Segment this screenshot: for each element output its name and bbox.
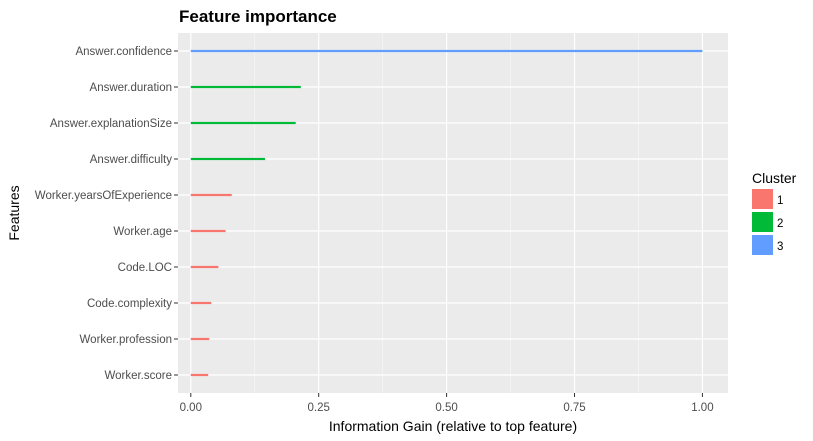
bar-answer-confidence: [190, 49, 703, 53]
y-tick-label: Worker.profession: [80, 334, 172, 346]
bar-answer-difficulty: [190, 157, 265, 161]
legend-key-3: [752, 235, 773, 255]
x-axis-title: Information Gain (relative to top featur…: [329, 418, 577, 434]
x-tick-label: 0.50: [435, 402, 457, 414]
chart-title: Feature importance: [179, 7, 337, 26]
y-tick-label: Worker.yearsOfExperience: [35, 190, 172, 202]
bar-worker-score: [190, 373, 209, 377]
y-tick-label: Worker.score: [104, 370, 172, 382]
bars: [190, 49, 703, 377]
y-tick-label: Answer.confidence: [75, 46, 172, 58]
x-tick-labels: 0.00 0.25 0.50 0.75 1.00: [180, 393, 714, 414]
x-tick-label: 0.75: [563, 402, 585, 414]
legend-items: 1 2 3: [752, 189, 783, 255]
bar-worker-yearsofexperience: [190, 193, 232, 197]
legend-key-1: [752, 189, 773, 209]
y-tick-label: Answer.duration: [90, 82, 172, 94]
bar-code-loc: [190, 265, 219, 269]
legend: Cluster 1 2 3: [752, 170, 797, 255]
y-tick-label: Answer.explanationSize: [50, 118, 172, 130]
x-tick-label: 0.00: [180, 402, 202, 414]
x-tick-label: 1.00: [691, 402, 713, 414]
legend-label-3: 3: [777, 241, 783, 253]
bar-worker-age: [190, 229, 226, 233]
bar-code-complexity: [190, 301, 212, 305]
plot-panel: [178, 33, 728, 393]
legend-label-2: 2: [777, 218, 783, 230]
x-tick-label: 0.25: [308, 402, 330, 414]
bar-worker-profession: [190, 337, 210, 341]
legend-label-1: 1: [777, 195, 783, 207]
y-tick-labels: Answer.confidence Answer.duration Answer.e…: [35, 46, 178, 382]
legend-title: Cluster: [752, 170, 797, 186]
y-tick-label: Code.complexity: [87, 298, 172, 310]
y-tick-label: Code.LOC: [118, 262, 172, 274]
y-axis-title: Features: [6, 185, 22, 240]
y-tick-label: Worker.age: [113, 226, 172, 238]
legend-key-2: [752, 212, 773, 232]
bar-answer-duration: [190, 85, 301, 89]
y-tick-label: Answer.difficulty: [90, 154, 172, 166]
bar-answer-explanationsize: [190, 121, 296, 125]
